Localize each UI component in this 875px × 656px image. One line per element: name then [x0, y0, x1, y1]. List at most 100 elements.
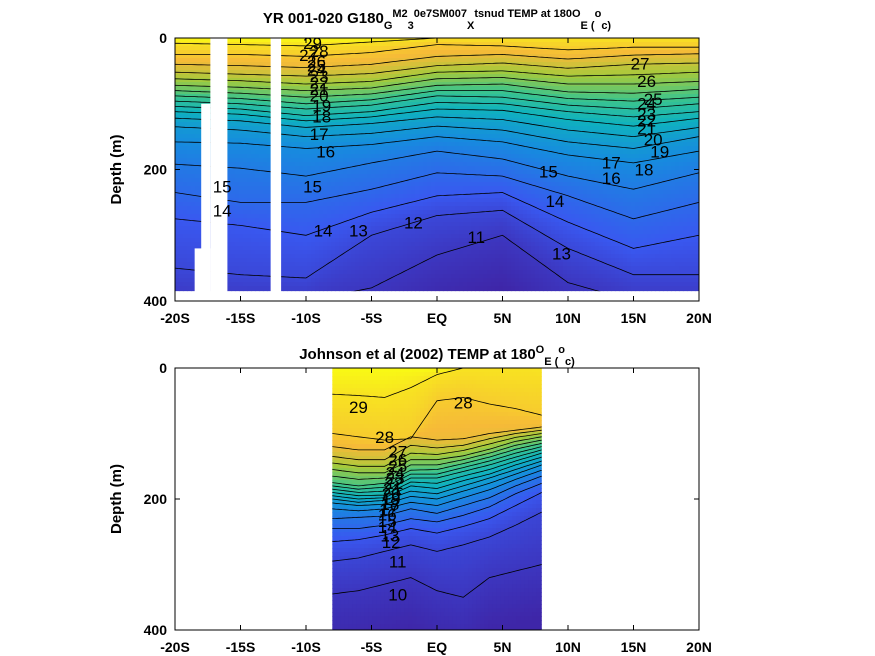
top-field-cell: [183, 238, 188, 243]
top-field-cell: [459, 270, 464, 275]
top-field-cell: [367, 74, 372, 79]
top-field-cell: [427, 222, 432, 227]
top-field-cell: [387, 178, 392, 183]
top-field-cell: [239, 274, 244, 279]
top-field-cell: [379, 170, 384, 175]
top-field-cell: [323, 218, 328, 223]
top-field-cell: [335, 66, 340, 71]
top-field-cell: [231, 242, 236, 247]
top-field-cell: [327, 250, 332, 255]
top-field-cell: [403, 182, 408, 187]
top-field-cell: [303, 238, 308, 243]
top-field-cell: [303, 62, 308, 67]
top-field-cell: [199, 82, 204, 87]
top-field-cell: [319, 210, 324, 215]
top-field-cell: [451, 78, 456, 83]
top-field-cell: [287, 230, 292, 235]
top-field-cell: [427, 130, 432, 135]
top-field-cell: [435, 206, 440, 211]
top-field-cell: [359, 222, 364, 227]
top-field-cell: [419, 282, 424, 287]
top-field-cell: [235, 206, 240, 211]
top-field-cell: [319, 186, 324, 191]
top-field-cell: [287, 74, 292, 79]
top-field-cell: [335, 166, 340, 171]
top-field-cell: [431, 82, 436, 87]
top-field-cell: [227, 278, 232, 283]
top-field-cell: [251, 58, 256, 63]
top-field-cell: [287, 242, 292, 247]
top-field-cell: [359, 278, 364, 283]
top-field-cell: [307, 90, 312, 95]
top-field-cell: [279, 178, 284, 183]
top-field-cell: [283, 66, 288, 71]
top-field-cell: [235, 286, 240, 291]
top-field-cell: [463, 266, 468, 271]
top-field-cell: [431, 66, 436, 71]
top-field-cell: [319, 194, 324, 199]
top-field-cell: [263, 150, 268, 155]
top-field-cell: [319, 166, 324, 171]
top-field-cell: [371, 246, 376, 251]
top-field-cell: [363, 50, 368, 55]
top-field-cell: [371, 102, 376, 107]
top-field-cell: [367, 110, 372, 115]
top-field-cell: [299, 298, 304, 303]
top-field-cell: [383, 106, 388, 111]
top-field-cell: [363, 38, 368, 43]
top-field-cell: [243, 246, 248, 251]
top-field-cell: [239, 146, 244, 151]
top-field-cell: [343, 178, 348, 183]
top-field-cell: [411, 182, 416, 187]
top-field-cell: [407, 150, 412, 155]
top-field-cell: [375, 122, 380, 127]
top-field-cell: [411, 262, 416, 267]
top-field-cell: [459, 298, 464, 303]
top-field-cell: [195, 182, 200, 187]
top-field-cell: [319, 154, 324, 159]
top-field-cell: [323, 282, 328, 287]
top-field-cell: [411, 138, 416, 143]
top-field-cell: [323, 154, 328, 159]
top-field-cell: [259, 150, 264, 155]
top-field-cell: [395, 290, 400, 292]
top-field-cell: [259, 78, 264, 83]
top-field-cell: [195, 242, 200, 247]
top-field-cell: [259, 282, 264, 287]
top-field-cell: [455, 286, 460, 291]
top-field-cell: [243, 218, 248, 223]
top-field-cell: [183, 226, 188, 231]
top-field-cell: [455, 194, 460, 199]
top-field-cell: [191, 118, 196, 123]
top-field-cell: [255, 74, 260, 79]
top-field-cell: [415, 54, 420, 59]
top-field-cell: [259, 254, 264, 259]
top-field-cell: [327, 246, 332, 251]
top-field-cell: [439, 126, 444, 131]
top-field-cell: [343, 206, 348, 211]
top-field-cell: [235, 94, 240, 99]
top-field-cell: [203, 46, 208, 51]
top-field-cell: [339, 246, 344, 251]
top-field-cell: [175, 174, 180, 179]
top-field-cell: [363, 186, 368, 191]
top-field-cell: [235, 254, 240, 259]
top-field-cell: [319, 138, 324, 143]
top-field-cell: [423, 126, 428, 131]
top-field-cell: [243, 258, 248, 263]
top-field-cell: [347, 38, 352, 43]
top-field-cell: [179, 50, 184, 55]
top-field-cell: [375, 258, 380, 263]
top-field-cell: [263, 110, 268, 115]
top-field-cell: [423, 174, 428, 179]
top-field-cell: [243, 162, 248, 167]
top-field-cell: [183, 162, 188, 167]
top-field-cell: [443, 246, 448, 251]
top-field-cell: [287, 146, 292, 151]
top-field-cell: [183, 102, 188, 107]
top-field-cell: [307, 210, 312, 215]
top-field-cell: [459, 162, 464, 167]
top-field-cell: [315, 246, 320, 251]
top-field-cell: [231, 74, 236, 79]
top-field-cell: [259, 74, 264, 79]
